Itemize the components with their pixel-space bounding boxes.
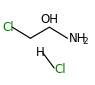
Text: NH: NH <box>68 32 86 45</box>
Text: Cl: Cl <box>54 63 66 76</box>
Text: H: H <box>36 46 44 59</box>
Text: Cl: Cl <box>2 21 13 34</box>
Text: OH: OH <box>40 12 58 26</box>
Text: 2: 2 <box>82 37 88 46</box>
